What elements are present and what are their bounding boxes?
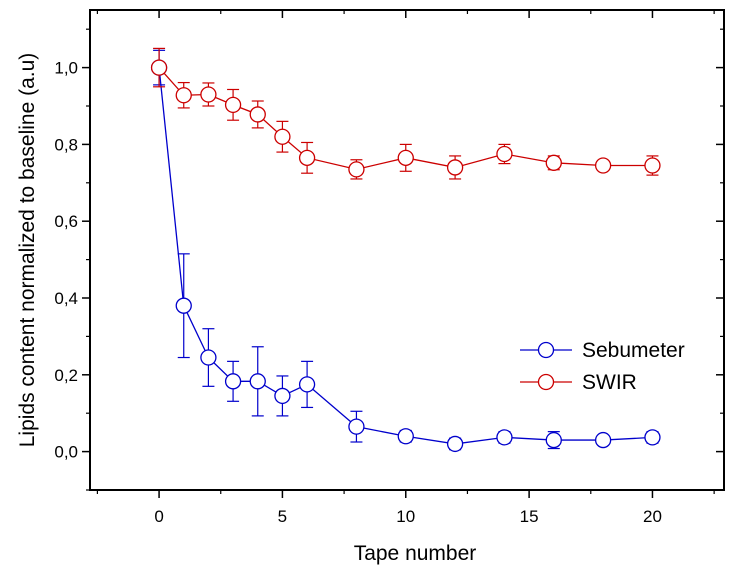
sebumeter-point: [274, 387, 291, 405]
swir-point: [397, 149, 414, 166]
sebumeter-point: [175, 297, 192, 314]
sebumeter-point: [545, 431, 562, 449]
swir-point: [274, 128, 291, 145]
sebumeter-point: [224, 373, 242, 390]
swir-point: [298, 149, 316, 166]
y-tick-label: 1,0: [54, 59, 78, 78]
swir-point: [249, 106, 266, 123]
ticks: 0 5 10 15 20 0,0 0,2 0,4 0,6 0,8 1,0: [54, 10, 724, 526]
sebumeter-point: [200, 349, 217, 366]
y-tick-label: 0,6: [54, 212, 78, 231]
y-axis-title: Lipids content normalized to baseline (a…: [16, 53, 39, 448]
x-tick-label: 10: [396, 507, 415, 526]
swir-point: [348, 161, 365, 178]
y-tick-label: 0,8: [54, 135, 78, 154]
sebumeter-point: [298, 376, 316, 393]
sebumeter-point: [249, 373, 266, 390]
x-tick-label: 5: [278, 507, 287, 526]
x-tick-label: 15: [520, 507, 539, 526]
y-tick-label: 0,2: [54, 366, 78, 385]
swir-point: [200, 86, 217, 103]
sebumeter-point: [397, 428, 414, 445]
swir-point: [545, 154, 562, 171]
y-tick-label: 0,4: [54, 289, 78, 308]
sebumeter-point: [644, 429, 661, 446]
series-swir: [150, 47, 661, 180]
legend: Sebumeter SWIR: [520, 339, 685, 394]
swir-point: [224, 96, 242, 113]
legend-swir-marker: [537, 373, 555, 391]
swir-point: [644, 157, 661, 174]
y-tick-label: 0,0: [54, 443, 78, 462]
swir-point: [496, 145, 513, 163]
swir-point: [446, 159, 464, 176]
legend-swir-label: SWIR: [582, 371, 637, 394]
plot-frame: [89, 9, 725, 491]
x-tick-label: 0: [154, 507, 163, 526]
swir-point: [594, 157, 612, 174]
x-axis-title: Tape number: [354, 542, 477, 565]
legend-sebumeter-label: Sebumeter: [582, 339, 685, 362]
legend-sebumeter-marker: [537, 341, 555, 359]
series-layer: [150, 47, 661, 453]
sebumeter-point: [594, 431, 612, 449]
swir-point: [150, 59, 168, 76]
x-tick-label: 20: [643, 507, 662, 526]
sebumeter-point: [496, 429, 513, 446]
swir-point: [175, 87, 192, 104]
sebumeter-point: [446, 435, 464, 453]
sebumeter-point: [348, 418, 365, 435]
